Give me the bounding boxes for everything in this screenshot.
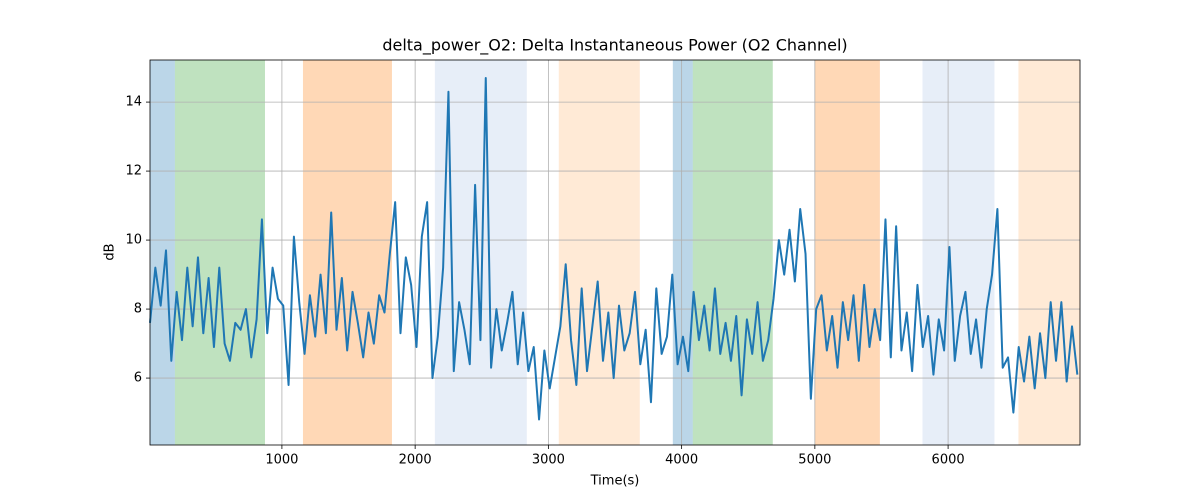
chart-title: delta_power_O2: Delta Instantaneous Powe… <box>382 36 847 56</box>
y-axis-label: dB <box>103 243 118 260</box>
shaded-span <box>558 60 640 445</box>
x-tick-label: 6000 <box>932 453 965 468</box>
x-tick-label: 3000 <box>532 453 565 468</box>
shaded-span <box>150 60 175 445</box>
shaded-span <box>814 60 880 445</box>
y-tick-label: 8 <box>134 302 142 317</box>
y-tick-label: 14 <box>125 95 142 110</box>
y-tick-label: 6 <box>134 371 142 386</box>
shaded-span <box>672 60 693 445</box>
shaded-span <box>174 60 265 445</box>
x-tick-label: 1000 <box>265 453 298 468</box>
shaded-span <box>1018 60 1080 445</box>
shaded-span <box>302 60 392 445</box>
plot-frame <box>149 59 1081 446</box>
y-tick-label: 10 <box>125 233 142 248</box>
x-tick-label: 2000 <box>399 453 432 468</box>
x-axis-label: Time(s) <box>590 474 640 489</box>
y-tick-label: 12 <box>125 164 142 179</box>
shaded-span <box>922 60 995 445</box>
shaded-span <box>692 60 773 445</box>
data-line <box>149 76 1079 421</box>
x-tick-label: 5000 <box>798 453 831 468</box>
x-tick-label: 4000 <box>665 453 698 468</box>
shaded-span <box>434 60 527 445</box>
